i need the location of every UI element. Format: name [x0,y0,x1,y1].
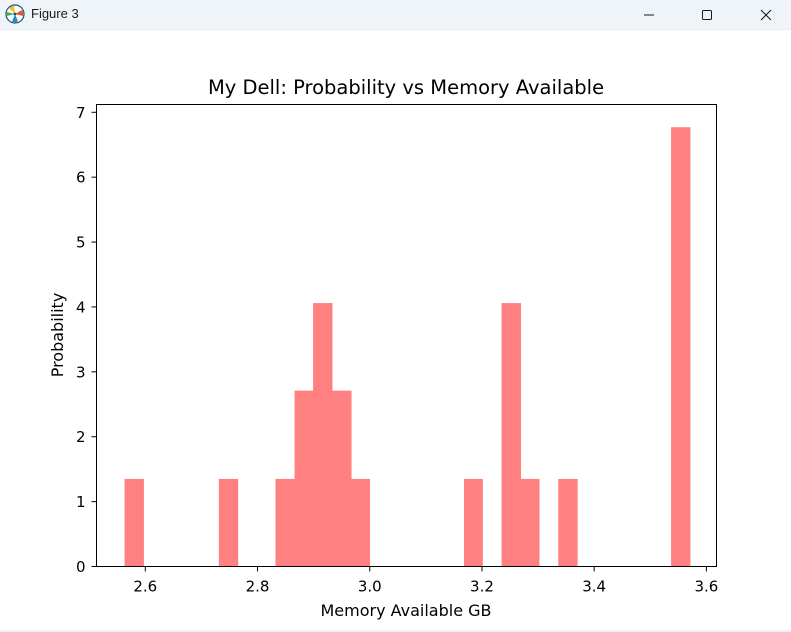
window-title: Figure 3 [31,6,79,21]
y-axis-label: Probability [48,293,67,378]
y-tick-label: 5 [76,234,86,252]
x-tick-label: 3.2 [470,578,494,596]
histogram-bar-1 [218,478,239,567]
y-axis-ticks: 0 1 2 3 4 5 6 7 [76,104,97,576]
histogram-bar-6 [351,478,371,567]
histogram-bar-10 [558,478,578,567]
figure-canvas: My Dell: Probability vs Memory Available… [0,30,791,630]
y-tick-label: 6 [76,169,86,187]
x-tick-label: 2.6 [133,578,157,596]
maximize-button[interactable] [682,0,732,29]
close-icon [760,9,772,20]
histogram-bars [124,127,691,567]
x-tick-label: 2.8 [246,578,270,596]
x-tick-label: 3.6 [694,578,718,596]
histogram-bar-4 [313,303,333,567]
matplotlib-logo-icon [5,4,25,24]
y-tick-label: 2 [76,428,86,446]
histogram-bar-7 [464,478,483,567]
maximize-icon [702,9,712,20]
y-tick-label: 0 [76,558,86,576]
histogram-bar-11 [671,127,691,567]
x-axis-label: Memory Available GB [320,601,491,620]
x-axis-ticks: 2.6 2.8 3.0 3.2 3.4 3.6 [133,566,718,596]
histogram-chart: My Dell: Probability vs Memory Available… [48,76,718,620]
close-button[interactable] [741,0,791,29]
minimize-icon [644,14,654,15]
x-tick-label: 3.4 [582,578,606,596]
histogram-bar-0 [124,478,144,567]
y-tick-label: 1 [76,493,86,511]
histogram-bar-2 [275,478,295,567]
minimize-button[interactable] [624,0,674,29]
x-tick-label: 3.0 [358,578,382,596]
plot-frame [96,104,717,567]
window-bottom-edge [0,630,791,632]
chart-title: My Dell: Probability vs Memory Available [208,76,604,99]
y-tick-label: 3 [76,363,86,381]
histogram-bar-9 [520,478,540,567]
histogram-bar-3 [294,390,314,567]
histogram-bar-5 [332,390,352,567]
histogram-bar-8 [501,303,521,567]
y-tick-label: 4 [76,298,86,316]
y-tick-label: 7 [76,104,86,122]
title-bar[interactable]: Figure 3 [0,0,791,30]
